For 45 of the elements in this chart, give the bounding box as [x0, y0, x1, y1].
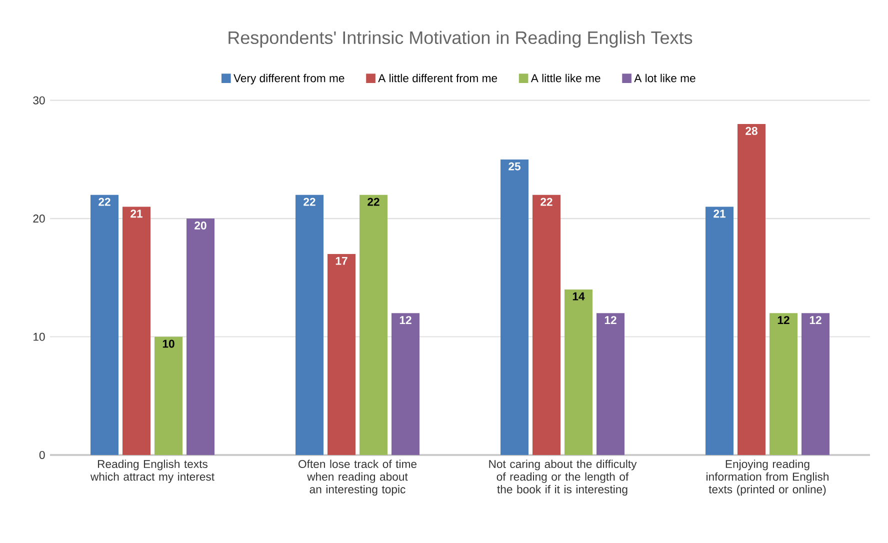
bar [90, 194, 118, 455]
bar [186, 218, 215, 455]
bar [296, 194, 324, 455]
x-tick-label: Reading English texts which attract my interest [90, 460, 214, 483]
bar [770, 313, 798, 455]
bar [738, 124, 766, 455]
legend-label: A little different from me [378, 74, 498, 82]
data-label: 22 [368, 198, 380, 206]
data-label: 12 [400, 316, 412, 324]
data-label: 25 [508, 162, 520, 170]
data-label: 22 [540, 198, 552, 206]
data-label: 17 [336, 256, 348, 265]
x-tick-label: Enjoying reading information from English texts (printed or online) [706, 460, 828, 496]
bar [564, 289, 593, 455]
bar [802, 313, 830, 455]
data-label: 20 [194, 221, 206, 230]
x-tick-label: Often lose track of time when reading about an interesting topic [298, 460, 417, 496]
data-label: 14 [572, 292, 585, 300]
data-label: 21 [130, 210, 142, 218]
data-label: 12 [604, 316, 616, 324]
data-label: 12 [810, 316, 822, 324]
bar [532, 194, 561, 455]
y-tick-label: 30 [33, 96, 45, 104]
data-label: 22 [304, 198, 316, 206]
bar [154, 336, 183, 455]
data-label: 21 [714, 210, 726, 218]
bar [360, 194, 388, 455]
chart-title: Respondents' Intrinsic Motivation in Reading English Texts [228, 30, 692, 48]
data-label: 10 [162, 340, 174, 348]
y-tick-label: 10 [34, 332, 45, 341]
legend-label: A little like me [530, 74, 600, 82]
data-label: 22 [98, 198, 110, 206]
data-label: 28 [746, 126, 758, 135]
y-tick-label: 20 [33, 214, 45, 223]
y-tick-label: 0 [39, 450, 45, 460]
x-tick-label: Not caring about the difficulty of reading or the length of the book if it is interesting [489, 460, 637, 496]
bar [706, 206, 734, 455]
bar [392, 313, 420, 455]
data-label: 12 [778, 316, 790, 324]
bar [596, 313, 625, 455]
bar [500, 159, 529, 455]
bar [122, 206, 150, 455]
bar [328, 254, 356, 455]
legend-label: A lot like me [634, 74, 696, 82]
legend-label: Very different from me [234, 74, 344, 84]
